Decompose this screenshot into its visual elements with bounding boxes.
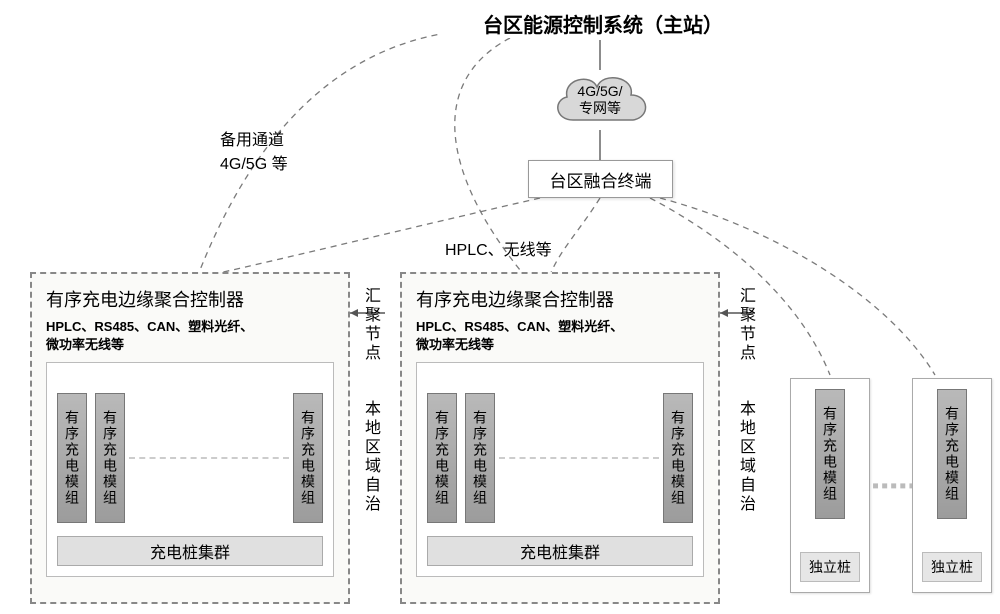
module-gap xyxy=(499,457,659,459)
module-gap xyxy=(129,457,289,459)
local-autonomy-right: 本地区域自治 xyxy=(733,400,757,514)
charging-module: 有序充电模组 xyxy=(815,389,845,519)
cloud-label: 4G/5G/ 专网等 xyxy=(577,83,622,117)
fusion-terminal: 台区融合终端 xyxy=(528,160,673,198)
cluster-frame-right: 有序充电模组 有序充电模组 有序充电模组 充电桩集群 xyxy=(416,362,704,577)
charging-module: 有序充电模组 xyxy=(95,393,125,523)
controller-title-left: 有序充电边缘聚合控制器 xyxy=(46,286,334,312)
standalone-pile-2: 有序充电模组 独立桩 xyxy=(912,378,992,593)
title-text: 台区能源控制系统（主站） xyxy=(483,9,723,38)
charging-module: 有序充电模组 xyxy=(465,393,495,523)
agg-node-right: 汇聚节点 xyxy=(733,287,757,363)
standalone-label: 独立桩 xyxy=(922,552,982,582)
controller-box-left: 有序充电边缘聚合控制器 HPLC、RS485、CAN、塑料光纤、 微功率无线等 … xyxy=(30,272,350,604)
cloud-network: 4G/5G/ 专网等 xyxy=(545,65,655,135)
controller-title-right: 有序充电边缘聚合控制器 xyxy=(416,286,704,312)
main-station-title: 台区能源控制系统（主站） xyxy=(438,8,768,38)
backup-channel-label: 备用通道 4G/5G 等 xyxy=(220,105,330,177)
protocols-right: HPLC、RS485、CAN、塑料光纤、 微功率无线等 xyxy=(416,318,704,354)
cluster-label-right: 充电桩集群 xyxy=(427,536,693,566)
standalone-pile-1: 有序充电模组 独立桩 xyxy=(790,378,870,593)
charging-module: 有序充电模组 xyxy=(937,389,967,519)
hplc-wireless-text: HPLC、无线等 xyxy=(445,242,552,259)
cluster-frame-left: 有序充电模组 有序充电模组 有序充电模组 充电桩集群 xyxy=(46,362,334,577)
protocols-left: HPLC、RS485、CAN、塑料光纤、 微功率无线等 xyxy=(46,318,334,354)
modules-row-right: 有序充电模组 有序充电模组 有序充电模组 xyxy=(427,393,693,523)
cluster-label-left: 充电桩集群 xyxy=(57,536,323,566)
fusion-terminal-label: 台区融合终端 xyxy=(550,167,652,192)
controller-box-right: 有序充电边缘聚合控制器 HPLC、RS485、CAN、塑料光纤、 微功率无线等 … xyxy=(400,272,720,604)
backup-channel-text: 备用通道 4G/5G 等 xyxy=(220,132,288,173)
local-autonomy-left: 本地区域自治 xyxy=(358,400,382,514)
charging-module: 有序充电模组 xyxy=(57,393,87,523)
ellipsis-dots: ▪▪▪▪▪ xyxy=(872,475,917,498)
charging-module: 有序充电模组 xyxy=(293,393,323,523)
standalone-label: 独立桩 xyxy=(800,552,860,582)
agg-node-left: 汇聚节点 xyxy=(358,287,382,363)
modules-row-left: 有序充电模组 有序充电模组 有序充电模组 xyxy=(57,393,323,523)
charging-module: 有序充电模组 xyxy=(427,393,457,523)
hplc-wireless-label: HPLC、无线等 xyxy=(445,236,552,260)
charging-module: 有序充电模组 xyxy=(663,393,693,523)
